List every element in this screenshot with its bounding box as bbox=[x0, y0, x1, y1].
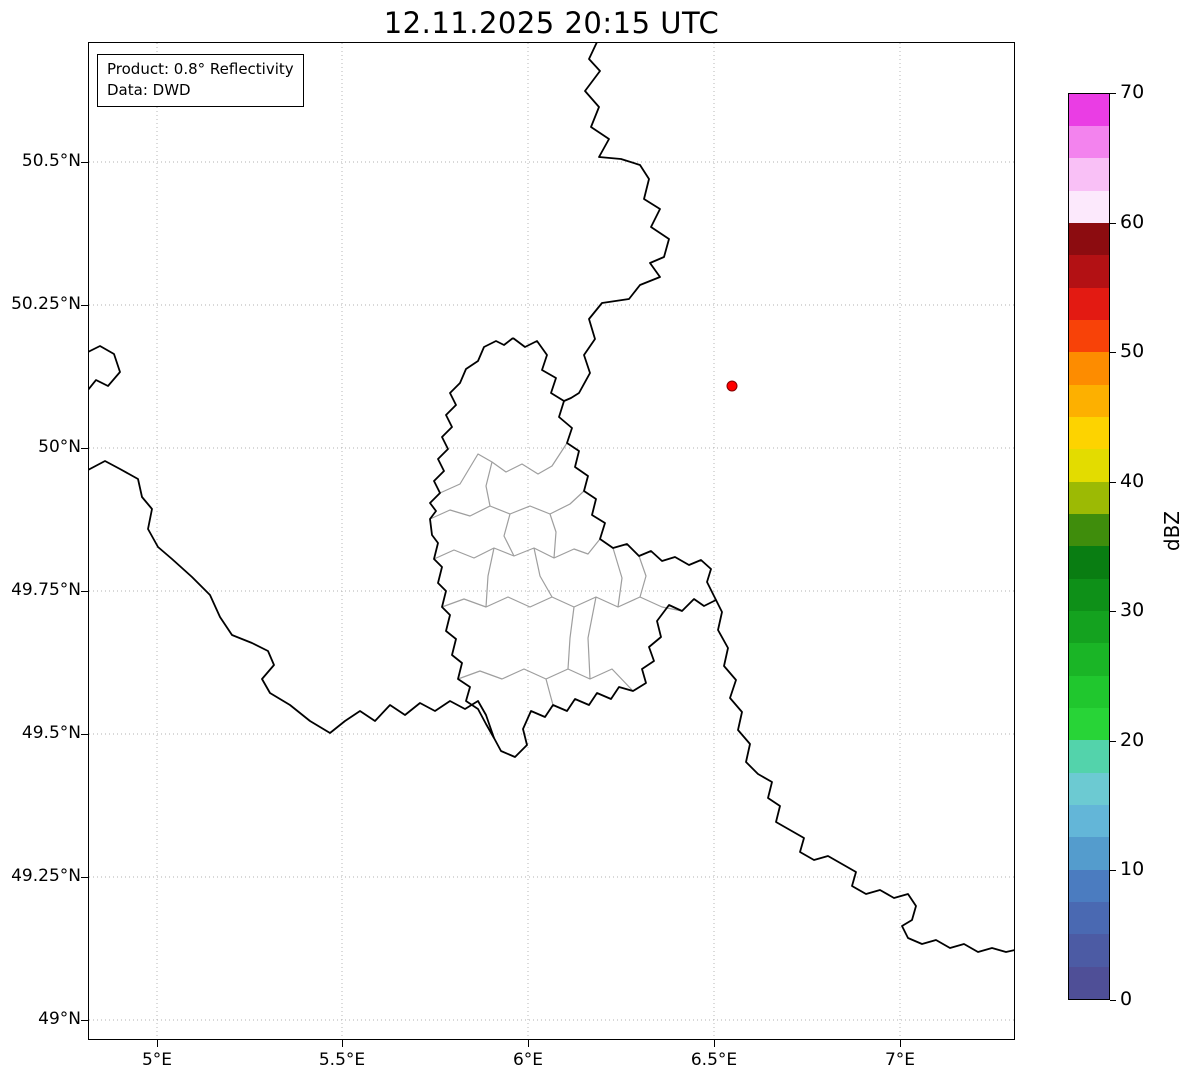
x-tick-label: 7°E bbox=[884, 1050, 916, 1070]
colorbar-segment bbox=[1069, 643, 1109, 676]
colorbar-segment bbox=[1069, 417, 1109, 450]
canton-border bbox=[567, 606, 575, 670]
colorbar-tick-label: 70 bbox=[1120, 81, 1145, 103]
colorbar-tick-label: 40 bbox=[1120, 470, 1145, 492]
colorbar-tick-mark bbox=[1110, 611, 1116, 612]
colorbar-segment bbox=[1069, 934, 1109, 967]
colorbar-segment bbox=[1069, 902, 1109, 935]
colorbar-segment bbox=[1069, 223, 1109, 256]
canton-border bbox=[433, 538, 601, 560]
colorbar-segment bbox=[1069, 837, 1109, 870]
y-tick-mark bbox=[81, 877, 88, 878]
colorbar-segment bbox=[1069, 514, 1109, 547]
colorbar-segment bbox=[1069, 611, 1109, 644]
canton-border bbox=[485, 547, 495, 608]
colorbar-tick-mark bbox=[1110, 223, 1116, 224]
y-tick-mark bbox=[81, 448, 88, 449]
x-tick-mark bbox=[157, 1040, 158, 1047]
colorbar-tick-label: 20 bbox=[1120, 729, 1145, 751]
colorbar-segment bbox=[1069, 805, 1109, 838]
colorbar bbox=[1068, 93, 1110, 1000]
colorbar-segment bbox=[1069, 384, 1109, 418]
colorbar-segment bbox=[1069, 675, 1109, 709]
x-tick-label: 6°E bbox=[512, 1050, 544, 1070]
y-tick-mark bbox=[81, 734, 88, 735]
x-tick-mark bbox=[342, 1040, 343, 1047]
y-tick-mark bbox=[81, 305, 88, 306]
plot-frame bbox=[88, 42, 1015, 1040]
x-tick-mark bbox=[528, 1040, 529, 1047]
x-tick-label: 5.5°E bbox=[318, 1050, 366, 1070]
country-border bbox=[88, 345, 121, 391]
colorbar-tick-label: 10 bbox=[1120, 858, 1145, 880]
data-source-line: Data: DWD bbox=[107, 81, 191, 99]
canton-border bbox=[533, 547, 553, 598]
y-tick-mark bbox=[81, 1020, 88, 1021]
y-tick-label: 49.25°N bbox=[11, 866, 81, 886]
colorbar-tick-label: 30 bbox=[1120, 599, 1145, 621]
colorbar-segment bbox=[1069, 93, 1109, 127]
colorbar-segment bbox=[1069, 190, 1109, 224]
y-tick-mark bbox=[81, 591, 88, 592]
country-border bbox=[563, 42, 670, 402]
canton-border bbox=[485, 461, 493, 507]
colorbar-segment bbox=[1069, 126, 1109, 159]
colorbar-tick-mark bbox=[1110, 482, 1116, 483]
canton-border bbox=[441, 596, 683, 612]
canton-border bbox=[549, 513, 557, 559]
map-plot: Product: 0.8° Reflectivity Data: DWD bbox=[88, 42, 1015, 1040]
colorbar-segment bbox=[1069, 449, 1109, 482]
product-info-line: Product: 0.8° Reflectivity bbox=[107, 60, 294, 78]
colorbar-segment bbox=[1069, 546, 1109, 579]
canton-border bbox=[439, 442, 568, 494]
country-border bbox=[715, 599, 1015, 953]
colorbar-tick-mark bbox=[1110, 93, 1116, 94]
country-border bbox=[429, 337, 717, 758]
colorbar-segment bbox=[1069, 352, 1109, 385]
colorbar-tick-label: 0 bbox=[1120, 988, 1133, 1010]
x-tick-label: 5°E bbox=[141, 1050, 173, 1070]
radar-site-marker bbox=[726, 380, 738, 392]
colorbar-segment bbox=[1069, 708, 1109, 741]
canton-border bbox=[612, 547, 623, 608]
colorbar-segment bbox=[1069, 869, 1109, 903]
colorbar-tick-label: 50 bbox=[1120, 340, 1145, 362]
colorbar-segment bbox=[1069, 320, 1109, 353]
colorbar-segment bbox=[1069, 481, 1109, 515]
colorbar-segment bbox=[1069, 966, 1109, 999]
colorbar-tick-mark bbox=[1110, 352, 1116, 353]
canton-border bbox=[587, 596, 597, 680]
y-tick-label: 49.5°N bbox=[21, 723, 81, 743]
map-canvas bbox=[88, 42, 1015, 1040]
figure-title: 12.11.2025 20:15 UTC bbox=[383, 6, 720, 40]
canton-border bbox=[545, 678, 554, 706]
colorbar-tick-mark bbox=[1110, 870, 1116, 871]
colorbar-tick-mark bbox=[1110, 1000, 1116, 1001]
colorbar-segment bbox=[1069, 578, 1109, 612]
colorbar-segment bbox=[1069, 287, 1109, 321]
colorbar-segment bbox=[1069, 772, 1109, 806]
colorbar-segment bbox=[1069, 255, 1109, 288]
colorbar-tick-mark bbox=[1110, 741, 1116, 742]
product-info-box: Product: 0.8° Reflectivity Data: DWD bbox=[97, 54, 304, 107]
y-tick-label: 50.25°N bbox=[11, 294, 81, 314]
x-tick-mark bbox=[714, 1040, 715, 1047]
canton-border bbox=[503, 513, 515, 557]
y-tick-label: 49°N bbox=[38, 1009, 81, 1029]
colorbar-tick-label: 60 bbox=[1120, 211, 1145, 233]
colorbar-label: dBZ bbox=[1160, 511, 1184, 552]
y-tick-mark bbox=[81, 162, 88, 163]
y-tick-label: 50°N bbox=[38, 437, 81, 457]
y-tick-label: 49.75°N bbox=[11, 580, 81, 600]
colorbar-segment bbox=[1069, 740, 1109, 773]
canton-border bbox=[638, 555, 647, 598]
country-border bbox=[88, 460, 495, 739]
y-tick-label: 50.5°N bbox=[21, 151, 81, 171]
x-tick-label: 6.5°E bbox=[690, 1050, 738, 1070]
x-tick-mark bbox=[900, 1040, 901, 1047]
colorbar-segment bbox=[1069, 158, 1109, 191]
